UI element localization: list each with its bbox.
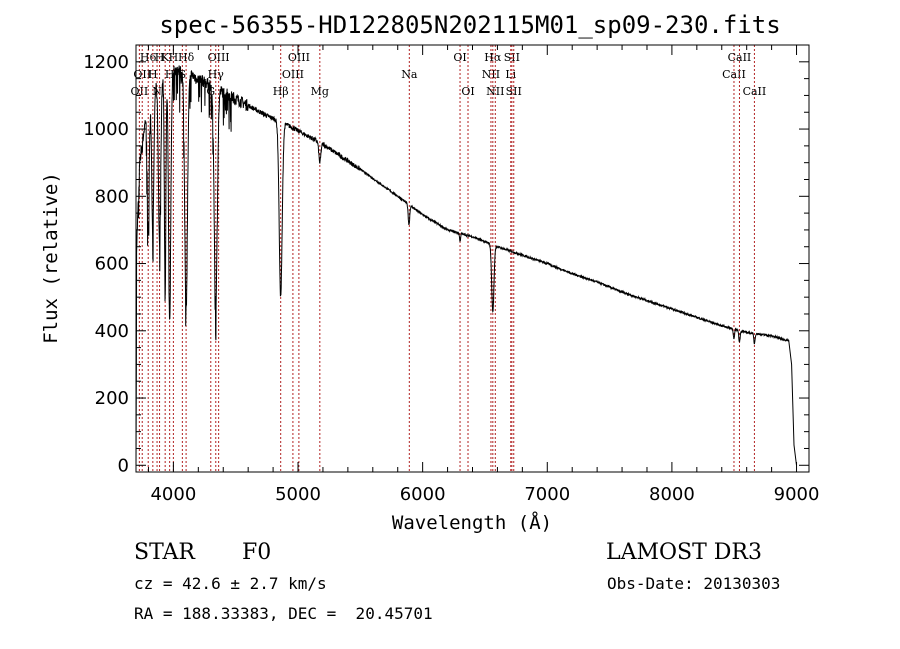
spectrum-line [136, 65, 797, 466]
reference-line-label-20: OI [461, 85, 474, 98]
x-tick-label-4000: 4000 [150, 484, 196, 505]
x-tick-label-5000: 5000 [275, 484, 321, 505]
reference-line-label-29: CaII [743, 85, 767, 98]
reference-line-label-0: OII [131, 85, 149, 98]
survey-name: LAMOST DR3 [606, 540, 762, 565]
y-tick-label-0: 0 [118, 455, 129, 476]
reference-line-label-13: OIII [208, 51, 230, 64]
reference-line-label-23: NII [486, 85, 504, 98]
plot-frame [135, 44, 810, 473]
y-tick-label-1200: 1200 [83, 52, 129, 73]
reference-line-label-16: OIII [288, 51, 310, 64]
reference-line-label-17: Mg [311, 85, 329, 98]
x-axis: 4000 5000 6000 7000 8000 9000 [147, 45, 820, 505]
reference-line-label-1: OII [133, 68, 151, 81]
reference-line-label-7: H [165, 68, 175, 81]
reference-line-label-18: Na [401, 68, 418, 81]
reference-line-label-28: CaII [728, 51, 752, 64]
coordinates: RA = 188.33383, DEC = 20.45701 [134, 604, 433, 623]
reference-line-label-14: Hβ [273, 85, 289, 98]
object-class: STAR [134, 540, 195, 565]
reference-line-label-5: H [155, 51, 165, 64]
reference-line-label-10: Hδ [178, 51, 195, 64]
y-tick-label-800: 800 [95, 186, 129, 207]
y-tick-label-400: 400 [95, 321, 129, 342]
y-axis-label: Flux (relative) [40, 172, 62, 344]
redshift-velocity: cz = 42.6 ± 2.7 km/s [134, 574, 327, 593]
y-tick-label-1000: 1000 [83, 119, 129, 140]
object-subclass: F0 [242, 540, 272, 565]
reference-line-label-21: NII [482, 68, 500, 81]
x-tick-label-6000: 6000 [400, 484, 446, 505]
y-axis: 0 200 400 600 800 1000 1200 [83, 52, 809, 476]
reference-line-label-19: OI [453, 51, 466, 64]
reference-line-label-27: CaII [722, 68, 746, 81]
x-axis-label: Wavelength (Å) [392, 511, 552, 534]
reference-line-label-8: H [169, 51, 179, 64]
reference-line-label-15: OIII [282, 68, 304, 81]
x-tick-label-8000: 8000 [649, 484, 695, 505]
reference-line-label-12: Hγ [208, 68, 225, 81]
reference-line-label-3: H [148, 68, 158, 81]
x-tick-label-7000: 7000 [524, 484, 570, 505]
chart-title: spec-56355-HD122805N202115M01_sp09-230.f… [159, 11, 780, 39]
x-tick-label-9000: 9000 [774, 484, 820, 505]
y-tick-label-600: 600 [95, 254, 129, 275]
reference-line-label-22: Hα [484, 51, 502, 64]
reference-line-label-6: K [161, 51, 170, 64]
reference-line-label-24: Li [505, 68, 516, 81]
reference-line-label-26: SII [506, 85, 522, 98]
observation-date: Obs-Date: 20130303 [607, 574, 781, 593]
reference-line-label-4: N [152, 85, 162, 98]
y-tick-label-200: 200 [95, 388, 129, 409]
reference-line-label-25: SII [504, 51, 520, 64]
